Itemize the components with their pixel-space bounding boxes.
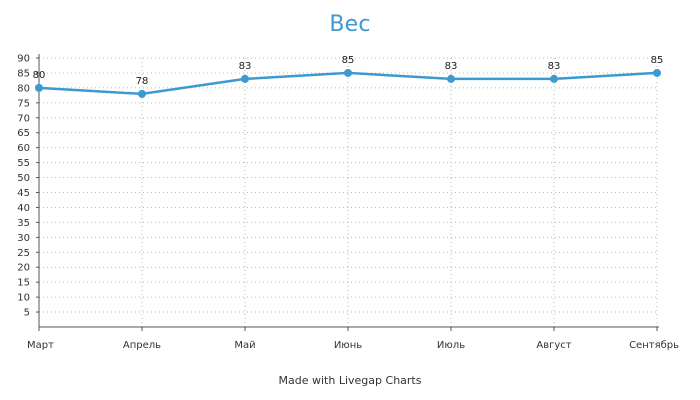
data-labels: 80 78 83 85 83 83 85 — [33, 55, 664, 87]
y-tick-label: 25 — [17, 248, 30, 259]
data-points — [35, 68, 661, 98]
data-point — [447, 74, 455, 83]
data-label: 83 — [445, 61, 458, 72]
y-tick-label: 40 — [17, 203, 30, 214]
y-tick-label: 90 — [17, 54, 30, 65]
y-tick-label: 30 — [17, 233, 30, 244]
data-label: 83 — [548, 61, 561, 72]
y-tick-label: 10 — [17, 293, 30, 304]
data-point — [550, 74, 558, 83]
x-tick-label: Июнь — [334, 340, 362, 351]
y-tick-label: 80 — [17, 83, 30, 94]
y-tick-labels: 5 10 15 20 25 30 35 40 45 50 55 60 65 70 75 80 85 90 — [17, 54, 30, 319]
credit-text: Made with Livegap Charts — [278, 374, 422, 387]
x-tick-label: Июль — [437, 340, 465, 351]
data-label: 83 — [239, 61, 252, 72]
data-label: 78 — [136, 76, 149, 87]
x-tick-label: Сентябрь — [629, 340, 679, 351]
y-tick-label: 65 — [17, 128, 30, 139]
data-point — [241, 74, 249, 83]
y-tick-label: 20 — [17, 263, 30, 274]
y-tick-label: 70 — [17, 113, 30, 124]
data-point — [344, 68, 352, 77]
grid-lines — [39, 57, 658, 327]
data-label: 85 — [342, 55, 355, 66]
data-point — [653, 68, 661, 77]
y-tick-label: 45 — [17, 188, 30, 199]
data-label: 80 — [33, 70, 46, 81]
y-tick-label: 5 — [24, 308, 30, 319]
x-tick-label: Март — [27, 340, 54, 351]
chart-title: Вес — [329, 12, 371, 37]
x-tick-label: Август — [536, 340, 571, 351]
x-tick-label: Апрель — [123, 340, 161, 351]
y-tick-label: 75 — [17, 98, 30, 109]
y-tick-label: 55 — [17, 158, 30, 169]
axes — [36, 54, 659, 331]
x-tick-labels: Март Апрель Май Июнь Июль Август Сентябрь — [27, 340, 679, 351]
y-tick-label: 35 — [17, 218, 30, 229]
y-tick-label: 15 — [17, 278, 30, 289]
data-point — [35, 83, 43, 92]
data-point — [138, 89, 146, 98]
y-tick-label: 50 — [17, 173, 30, 184]
y-tick-label: 85 — [17, 68, 30, 79]
data-label: 85 — [651, 55, 664, 66]
y-tick-label: 60 — [17, 143, 30, 154]
x-tick-label: Май — [234, 340, 255, 351]
